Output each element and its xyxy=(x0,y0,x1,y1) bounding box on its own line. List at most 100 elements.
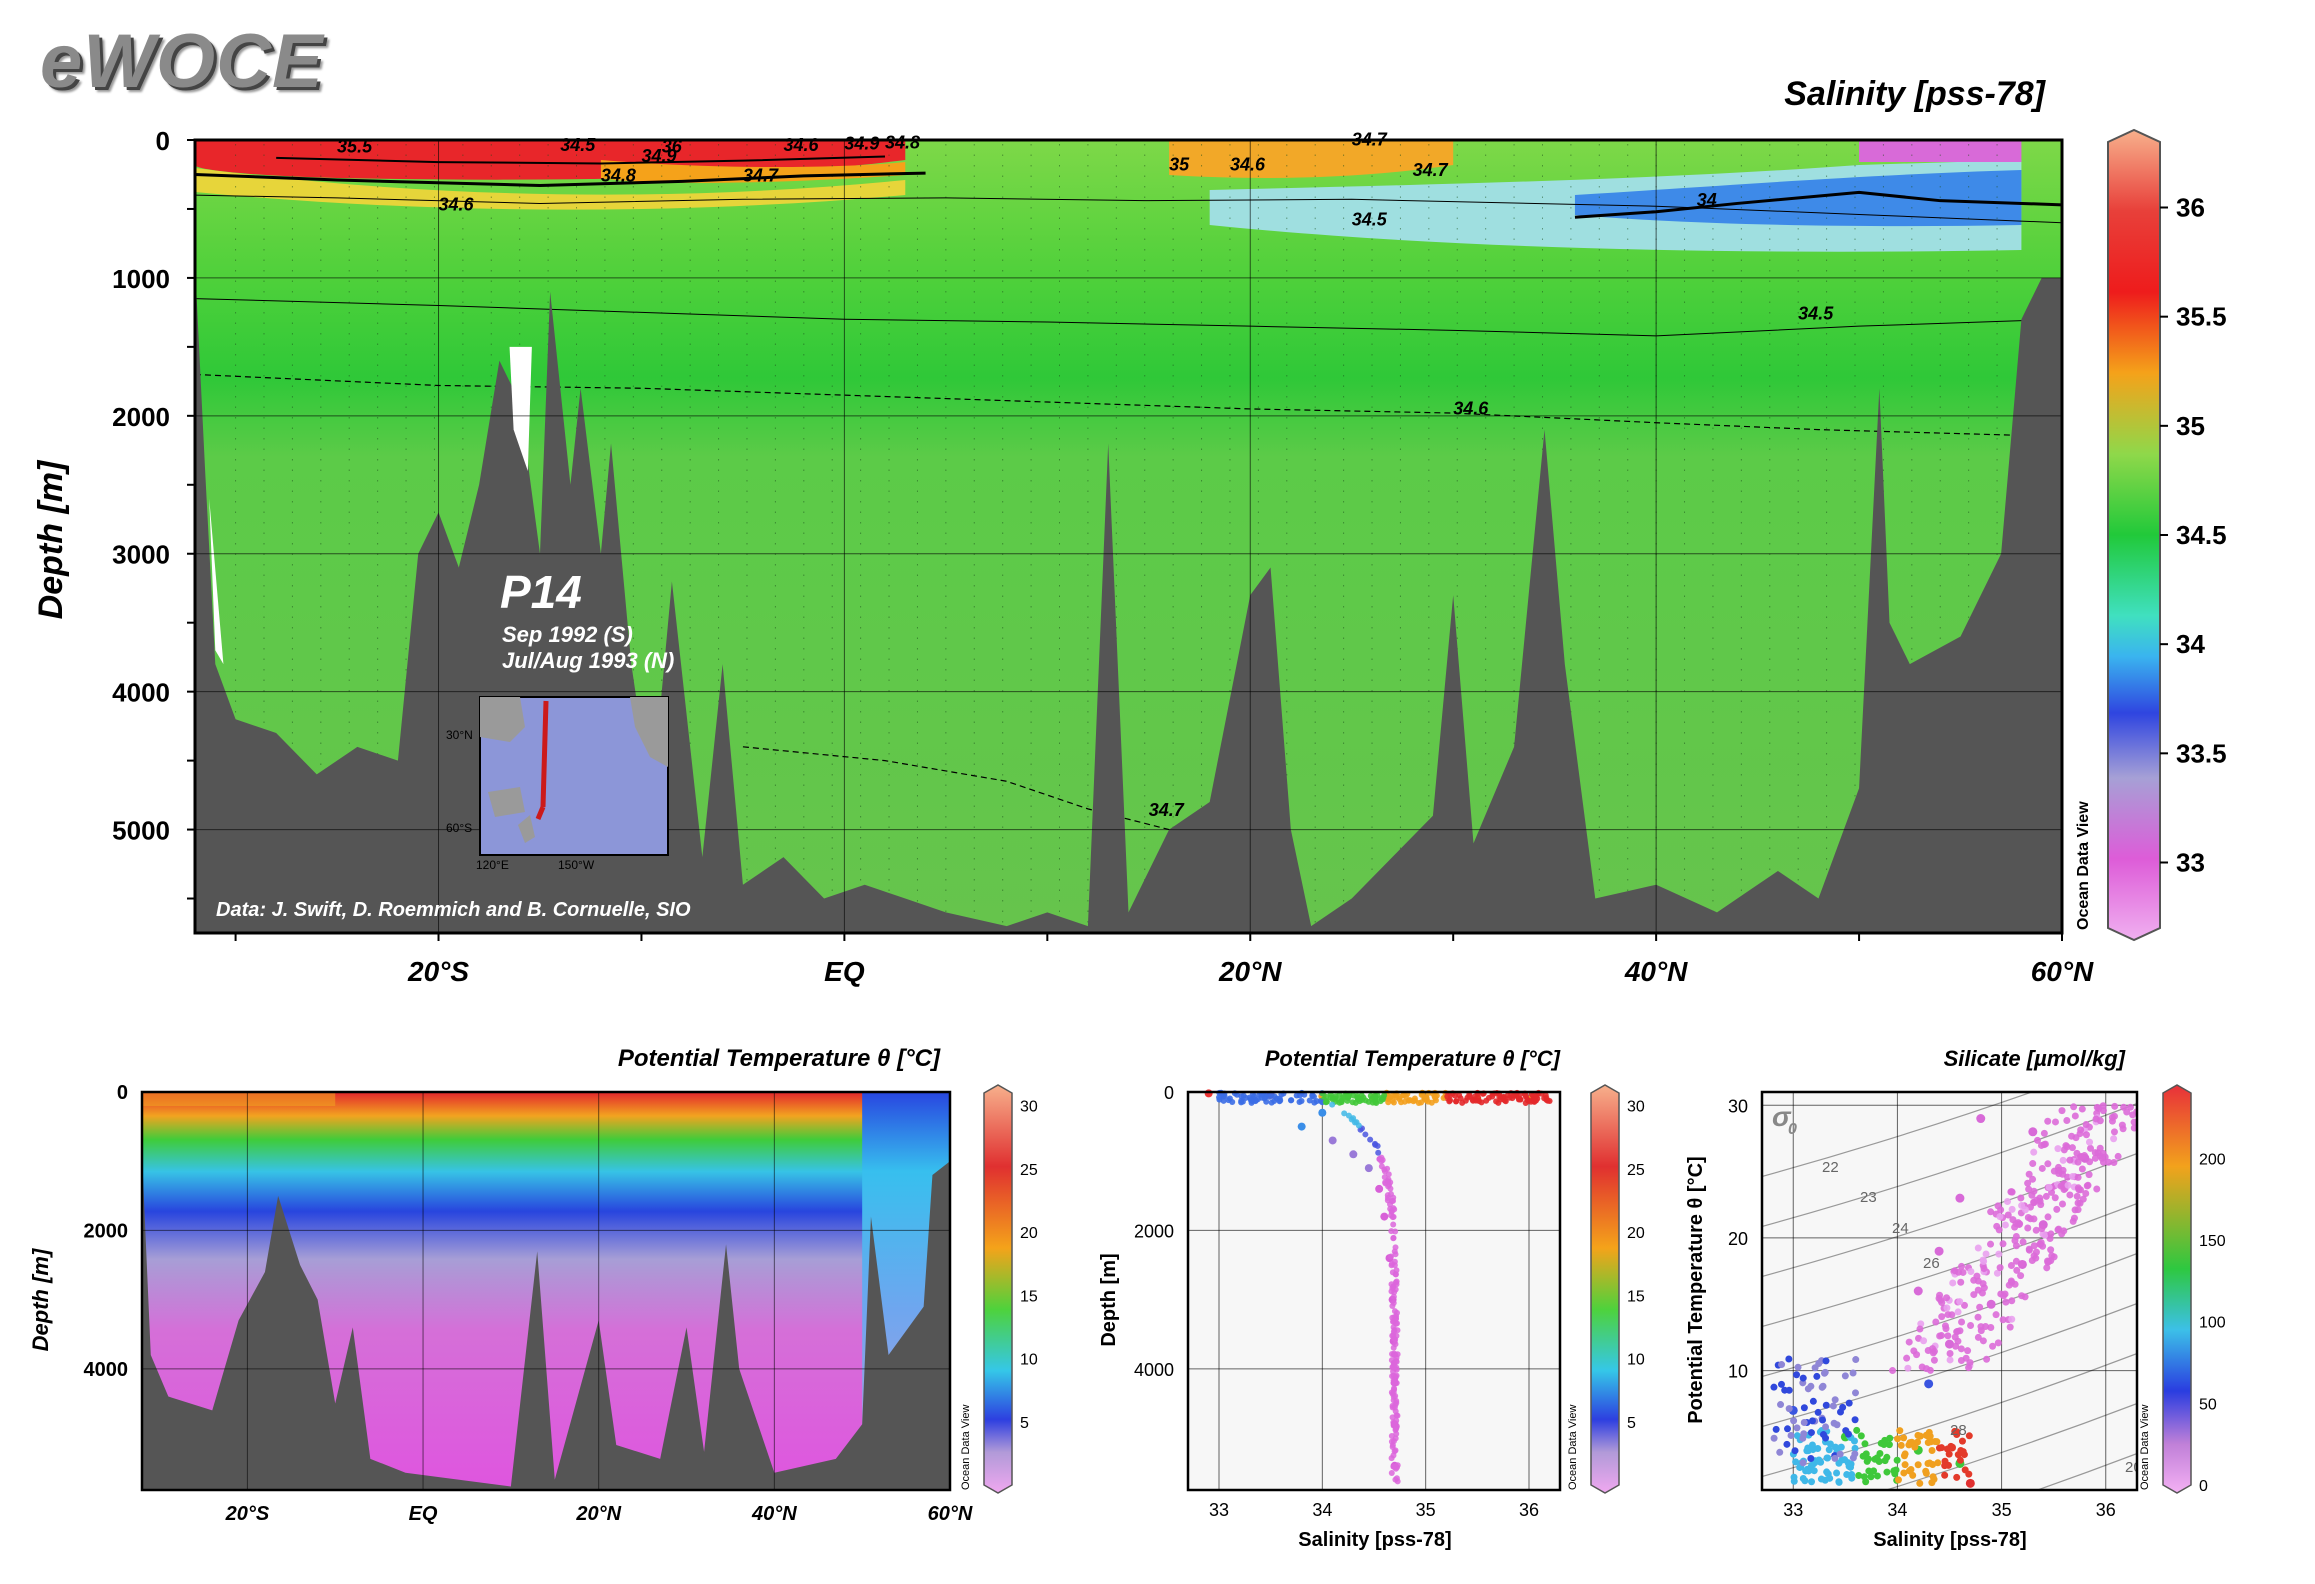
ts-point xyxy=(1894,1435,1902,1443)
ts-point xyxy=(1953,1431,1961,1439)
ts-point xyxy=(2059,1200,2067,1208)
profile-point xyxy=(1389,1214,1396,1221)
ts-point xyxy=(1987,1240,1995,1248)
ts-point xyxy=(2042,1192,2050,1200)
profile-point xyxy=(1392,1401,1399,1408)
profile-point xyxy=(1204,1089,1213,1098)
ts-point xyxy=(1853,1426,1861,1434)
y-tick-label: 4000 xyxy=(1134,1360,1174,1380)
ts-point xyxy=(1999,1316,2007,1324)
y-axis-label: Depth [m] xyxy=(32,459,70,619)
colorbar-tick-label: 35 xyxy=(2176,411,2205,441)
ts-point xyxy=(1941,1471,1949,1479)
y-tick-label: 0 xyxy=(156,126,170,156)
ts-point xyxy=(2032,1226,2040,1234)
contour-label: 34.5 xyxy=(560,135,596,155)
profile-point xyxy=(1323,1093,1330,1100)
colorbar-tick-label: 5 xyxy=(1020,1415,1029,1432)
ts-point xyxy=(2072,1134,2080,1142)
ts-point xyxy=(1951,1333,1959,1341)
ts-point xyxy=(1913,1286,1923,1296)
y-tick-label: 4000 xyxy=(84,1359,129,1381)
ts-point xyxy=(1852,1389,1860,1397)
section-dates-south: Sep 1992 (S) xyxy=(502,622,633,647)
ts-point xyxy=(1822,1357,1830,1365)
ts-point xyxy=(2130,1124,2137,1132)
ts-point xyxy=(2033,1136,2041,1144)
ts-point xyxy=(1817,1458,1825,1466)
colorbar-tick-label: 33.5 xyxy=(2176,738,2227,768)
ts-point xyxy=(1896,1427,1904,1435)
colorbar-tick-label: 50 xyxy=(2199,1396,2217,1413)
ts-point xyxy=(1849,1369,1857,1377)
ts-point xyxy=(1970,1276,1978,1284)
profile-point xyxy=(1453,1098,1460,1105)
contour-35-5 xyxy=(276,155,886,165)
ts-point xyxy=(2066,1191,2074,1199)
profile-point xyxy=(1298,1098,1305,1105)
ts-point xyxy=(2011,1237,2019,1245)
ts-point xyxy=(2059,1156,2067,1164)
ts-point xyxy=(1801,1477,1809,1485)
ts-point xyxy=(1829,1402,1837,1410)
inset-land-asia xyxy=(480,697,525,742)
profile-point xyxy=(1390,1438,1397,1445)
ts-point xyxy=(1820,1369,1828,1377)
ts-point xyxy=(2007,1188,2015,1196)
ts-point xyxy=(1783,1440,1791,1448)
isopycnal-label: 24 xyxy=(1892,1220,1909,1237)
profile-point xyxy=(1385,1171,1392,1178)
contour-label: 34 xyxy=(1697,190,1717,210)
plot-frame xyxy=(193,138,2064,935)
colorbar-tick-label: 10 xyxy=(1020,1352,1038,1369)
ts-point xyxy=(1785,1355,1793,1363)
profile-point xyxy=(1394,1478,1401,1485)
profile-point xyxy=(1390,1359,1397,1366)
profile-point xyxy=(1258,1091,1265,1098)
profile-point xyxy=(1311,1099,1318,1106)
ts-point xyxy=(1770,1383,1778,1391)
profile-point xyxy=(1391,1206,1398,1213)
isopycnal-line xyxy=(1762,1302,2137,1428)
ts-point xyxy=(2110,1128,2118,1136)
ts-point xyxy=(2029,1175,2037,1183)
profile-point xyxy=(1364,1164,1373,1173)
profile-point xyxy=(1242,1094,1249,1101)
profile-point xyxy=(1428,1099,1435,1106)
ts-point xyxy=(2001,1290,2009,1298)
isopycnal-label: 23 xyxy=(1860,1189,1877,1206)
ts-point xyxy=(1946,1356,1954,1364)
colorbar-tick-label: 100 xyxy=(2199,1315,2226,1332)
contour-label: 34.9 xyxy=(844,134,879,154)
contour-34 xyxy=(1574,190,2062,219)
contour-label: 34.7 xyxy=(1149,800,1185,820)
ts-point xyxy=(2073,1192,2081,1200)
ts-point xyxy=(1955,1193,1965,1203)
ts-point xyxy=(1889,1367,1897,1375)
colorbar-tick-label: 150 xyxy=(2199,1233,2226,1250)
isopycnal-label: 22 xyxy=(1822,1159,1839,1176)
ts-point xyxy=(2069,1172,2077,1180)
ts-point xyxy=(2025,1185,2033,1193)
ts-point xyxy=(2082,1121,2090,1129)
ts-point xyxy=(2030,1199,2038,1207)
profile-point xyxy=(1522,1091,1529,1098)
x-tick-label: 20°S xyxy=(407,956,469,987)
x-tick-label: 35 xyxy=(1416,1500,1436,1520)
ts-point xyxy=(1943,1294,1951,1302)
ts-point xyxy=(2110,1112,2118,1120)
profile-point xyxy=(1375,1184,1384,1193)
y-axis-label: Depth [m] xyxy=(28,1248,53,1351)
ts-point xyxy=(2064,1181,2072,1189)
colorbar-tick-label: 34.5 xyxy=(2176,520,2227,550)
y-axis-label: Potential Temperature θ [°C] xyxy=(1685,1156,1707,1423)
colorbar-credit: Ocean Data View xyxy=(2139,1405,2151,1490)
profile-point xyxy=(1345,1094,1352,1101)
ts-point xyxy=(1800,1404,1808,1412)
profile-point xyxy=(1459,1099,1466,1106)
colorbar-credit: Ocean Data View xyxy=(1567,1405,1579,1490)
ts-point xyxy=(2110,1135,2118,1143)
y-tick-label: 5000 xyxy=(112,816,170,846)
contour-label: 34.8 xyxy=(601,165,636,185)
